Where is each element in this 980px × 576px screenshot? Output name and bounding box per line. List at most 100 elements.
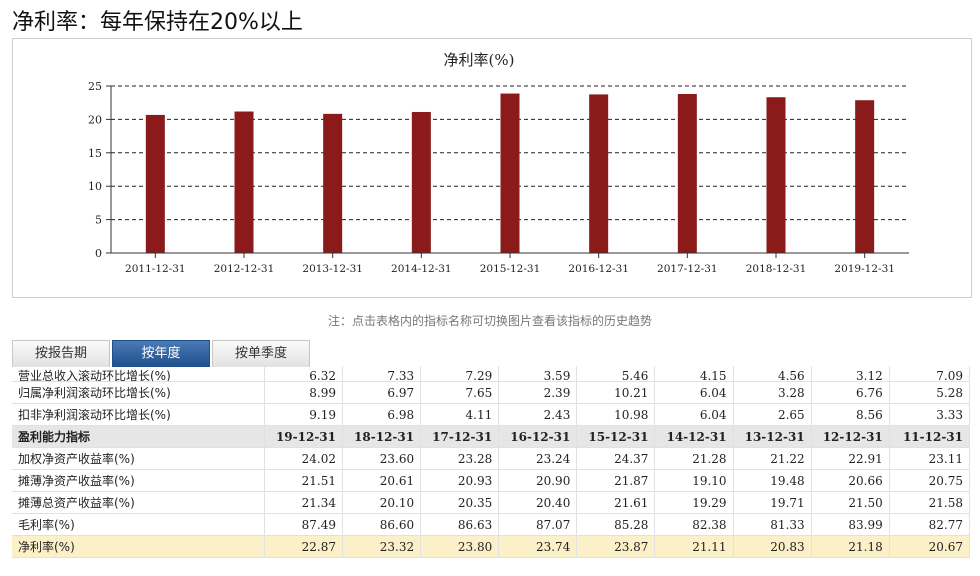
table-cell: 21.22 — [733, 447, 812, 470]
bar-2012-12-31[interactable] — [234, 111, 254, 253]
table-cell: 20.83 — [733, 535, 812, 558]
column-header: 17-12-31 — [420, 425, 500, 448]
bar-2016-12-31[interactable] — [589, 94, 609, 253]
y-tick-label: 5 — [95, 214, 102, 227]
bar-2015-12-31[interactable] — [500, 93, 520, 253]
x-tick-label: 2018-12-31 — [746, 263, 807, 275]
table-cell: 23.87 — [576, 535, 656, 558]
indicator-name[interactable]: 加权净资产收益率(%) — [12, 447, 265, 470]
bar-2018-12-31[interactable] — [766, 97, 786, 253]
table-cell: 5.46 — [576, 366, 656, 382]
table-cell: 81.33 — [733, 513, 812, 536]
table-cell: 23.32 — [342, 535, 422, 558]
table-cell: 20.90 — [498, 469, 578, 492]
table-cell: 83.99 — [811, 513, 890, 536]
table-cell: 86.60 — [342, 513, 422, 536]
table-row: 净利率(%) 22.87 23.32 23.80 23.74 23.87 21.11 20.8… — [12, 535, 970, 558]
table-cell: 3.12 — [811, 366, 890, 382]
table-row: 加权净资产收益率(%) 24.02 23.60 23.28 23.24 24.37 21.2… — [12, 447, 970, 470]
chart-panel: 净利率(%) 0 5 10 15 20 25 2011-12-31 2012-12-31 20… — [12, 38, 972, 298]
table-cell: 21.50 — [811, 491, 890, 514]
table-cell: 19.29 — [654, 491, 734, 514]
x-tick-label: 2017-12-31 — [657, 263, 718, 275]
table-cell: 86.63 — [420, 513, 500, 536]
table-cell: 6.04 — [654, 403, 734, 426]
table-cell: 24.02 — [264, 447, 344, 470]
bar-2011-12-31[interactable] — [145, 114, 165, 253]
column-header: 11-12-31 — [889, 425, 970, 448]
table-cell: 21.34 — [264, 491, 344, 514]
tab-by-quarter[interactable]: 按单季度 — [212, 340, 310, 367]
table-cell: 4.11 — [420, 403, 500, 426]
x-tick-label: 2011-12-31 — [125, 263, 186, 275]
indicator-name[interactable]: 归属净利润滚动环比增长(%) — [12, 381, 265, 404]
table-cell: 3.33 — [889, 403, 970, 426]
table-cell: 23.80 — [420, 535, 500, 558]
bar-2019-12-31[interactable] — [855, 100, 875, 254]
table-cell: 6.97 — [342, 381, 422, 404]
table-cell: 3.28 — [733, 381, 812, 404]
table-cell: 4.15 — [654, 366, 734, 382]
y-tick-label: 15 — [88, 147, 102, 160]
column-header: 14-12-31 — [654, 425, 734, 448]
page-title: 净利率：每年保持在20%以上 — [12, 10, 303, 35]
table-cell: 23.24 — [498, 447, 578, 470]
bar-2014-12-31[interactable] — [411, 111, 431, 253]
column-header: 12-12-31 — [811, 425, 890, 448]
indicator-name[interactable]: 毛利率(%) — [12, 513, 265, 536]
table-row: 毛利率(%) 87.49 86.60 86.63 87.07 85.28 82.38 81.3… — [12, 513, 970, 536]
table-cell: 87.07 — [498, 513, 578, 536]
tab-by-year[interactable]: 按年度 — [112, 340, 210, 367]
table-cell: 7.09 — [889, 366, 970, 382]
table-cell: 6.76 — [811, 381, 890, 404]
indicator-name[interactable]: 摊薄总资产收益率(%) — [12, 491, 265, 514]
indicator-name[interactable]: 摊薄净资产收益率(%) — [12, 469, 265, 492]
x-tick-label: 2013-12-31 — [302, 263, 363, 275]
table-cell: 19.10 — [654, 469, 734, 492]
column-header: 15-12-31 — [576, 425, 656, 448]
table-cell: 6.98 — [342, 403, 422, 426]
table-cell: 20.61 — [342, 469, 422, 492]
table-cell: 20.66 — [811, 469, 890, 492]
x-tick-label: 2016-12-31 — [568, 263, 629, 275]
tab-by-report-period[interactable]: 按报告期 — [12, 340, 110, 367]
bars — [145, 93, 875, 254]
table-cell: 9.19 — [264, 403, 344, 426]
y-tick-label: 20 — [88, 113, 102, 126]
table-cell: 8.56 — [811, 403, 890, 426]
table-cell: 85.28 — [576, 513, 656, 536]
table-cell: 22.87 — [264, 535, 344, 558]
bar-2017-12-31[interactable] — [677, 94, 697, 254]
table-cell: 23.28 — [420, 447, 500, 470]
x-tick-label: 2019-12-31 — [834, 263, 895, 275]
y-tick-label: 10 — [88, 180, 102, 193]
table-cell: 22.91 — [811, 447, 890, 470]
indicator-table: 营业总收入滚动环比增长(%) 6.32 7.33 7.29 3.59 5.46 4.15 4.… — [12, 366, 970, 576]
indicator-name[interactable]: 净利率(%) — [12, 535, 265, 558]
indicator-name[interactable]: 营业总收入滚动环比增长(%) — [12, 366, 265, 382]
table-cell: 7.33 — [342, 366, 422, 382]
table-cell: 2.39 — [498, 381, 578, 404]
table-cell: 8.99 — [264, 381, 344, 404]
table-cell: 21.87 — [576, 469, 656, 492]
table-cell: 82.38 — [654, 513, 734, 536]
table-cell: 10.98 — [576, 403, 656, 426]
x-tick-label: 2014-12-31 — [391, 263, 452, 275]
indicator-name[interactable]: 扣非净利润滚动环比增长(%) — [12, 403, 265, 426]
column-header: 18-12-31 — [342, 425, 422, 448]
x-tick-label: 2012-12-31 — [214, 263, 275, 275]
table-row: 扣非净利润滚动环比增长(%) 9.19 6.98 4.11 2.43 10.98 6.04 2… — [12, 403, 970, 426]
table-cell: 3.59 — [498, 366, 578, 382]
table-cell: 21.18 — [811, 535, 890, 558]
table-row: 摊薄总资产收益率(%) 21.34 20.10 20.35 20.40 21.61 19.2… — [12, 491, 970, 514]
table-cell: 6.32 — [264, 366, 344, 382]
table-cell: 21.28 — [654, 447, 734, 470]
y-axis-ticks: 0 5 10 15 20 25 — [88, 80, 111, 260]
bar-2013-12-31[interactable] — [323, 113, 343, 254]
table-cell: 23.11 — [889, 447, 970, 470]
x-axis-ticks: 2011-12-31 2012-12-31 2013-12-31 2014-12-31… — [125, 253, 895, 275]
table-row: 摊薄净资产收益率(%) 21.51 20.61 20.93 20.90 21.87 19.1… — [12, 469, 970, 492]
x-tick-label: 2015-12-31 — [480, 263, 541, 275]
table-cell: 20.35 — [420, 491, 500, 514]
